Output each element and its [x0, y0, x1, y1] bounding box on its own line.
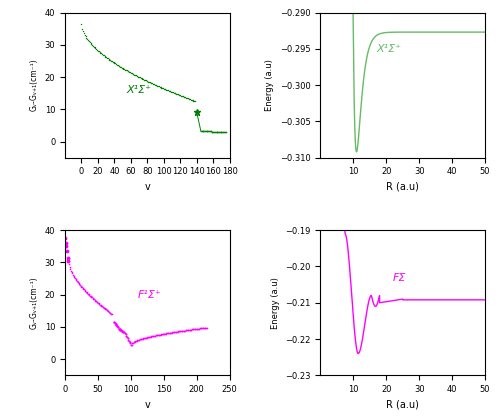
Text: F¹Σ⁺: F¹Σ⁺	[138, 290, 161, 300]
Y-axis label: Gᵥ-Gᵥ₊₁(cm⁻¹): Gᵥ-Gᵥ₊₁(cm⁻¹)	[30, 276, 39, 329]
X-axis label: v: v	[144, 182, 150, 192]
X-axis label: R (a.u): R (a.u)	[386, 182, 419, 192]
Text: FΣ: FΣ	[393, 273, 406, 283]
Y-axis label: Energy (a.u): Energy (a.u)	[270, 277, 280, 329]
Text: X¹Σ⁺: X¹Σ⁺	[376, 45, 402, 54]
Text: X¹Σ⁺: X¹Σ⁺	[127, 85, 152, 95]
Y-axis label: Gᵥ-Gᵥ₊₁(cm⁻¹): Gᵥ-Gᵥ₊₁(cm⁻¹)	[30, 59, 39, 111]
Y-axis label: Energy (a.u): Energy (a.u)	[266, 59, 274, 111]
X-axis label: v: v	[144, 399, 150, 409]
X-axis label: R (a.u): R (a.u)	[386, 399, 419, 409]
